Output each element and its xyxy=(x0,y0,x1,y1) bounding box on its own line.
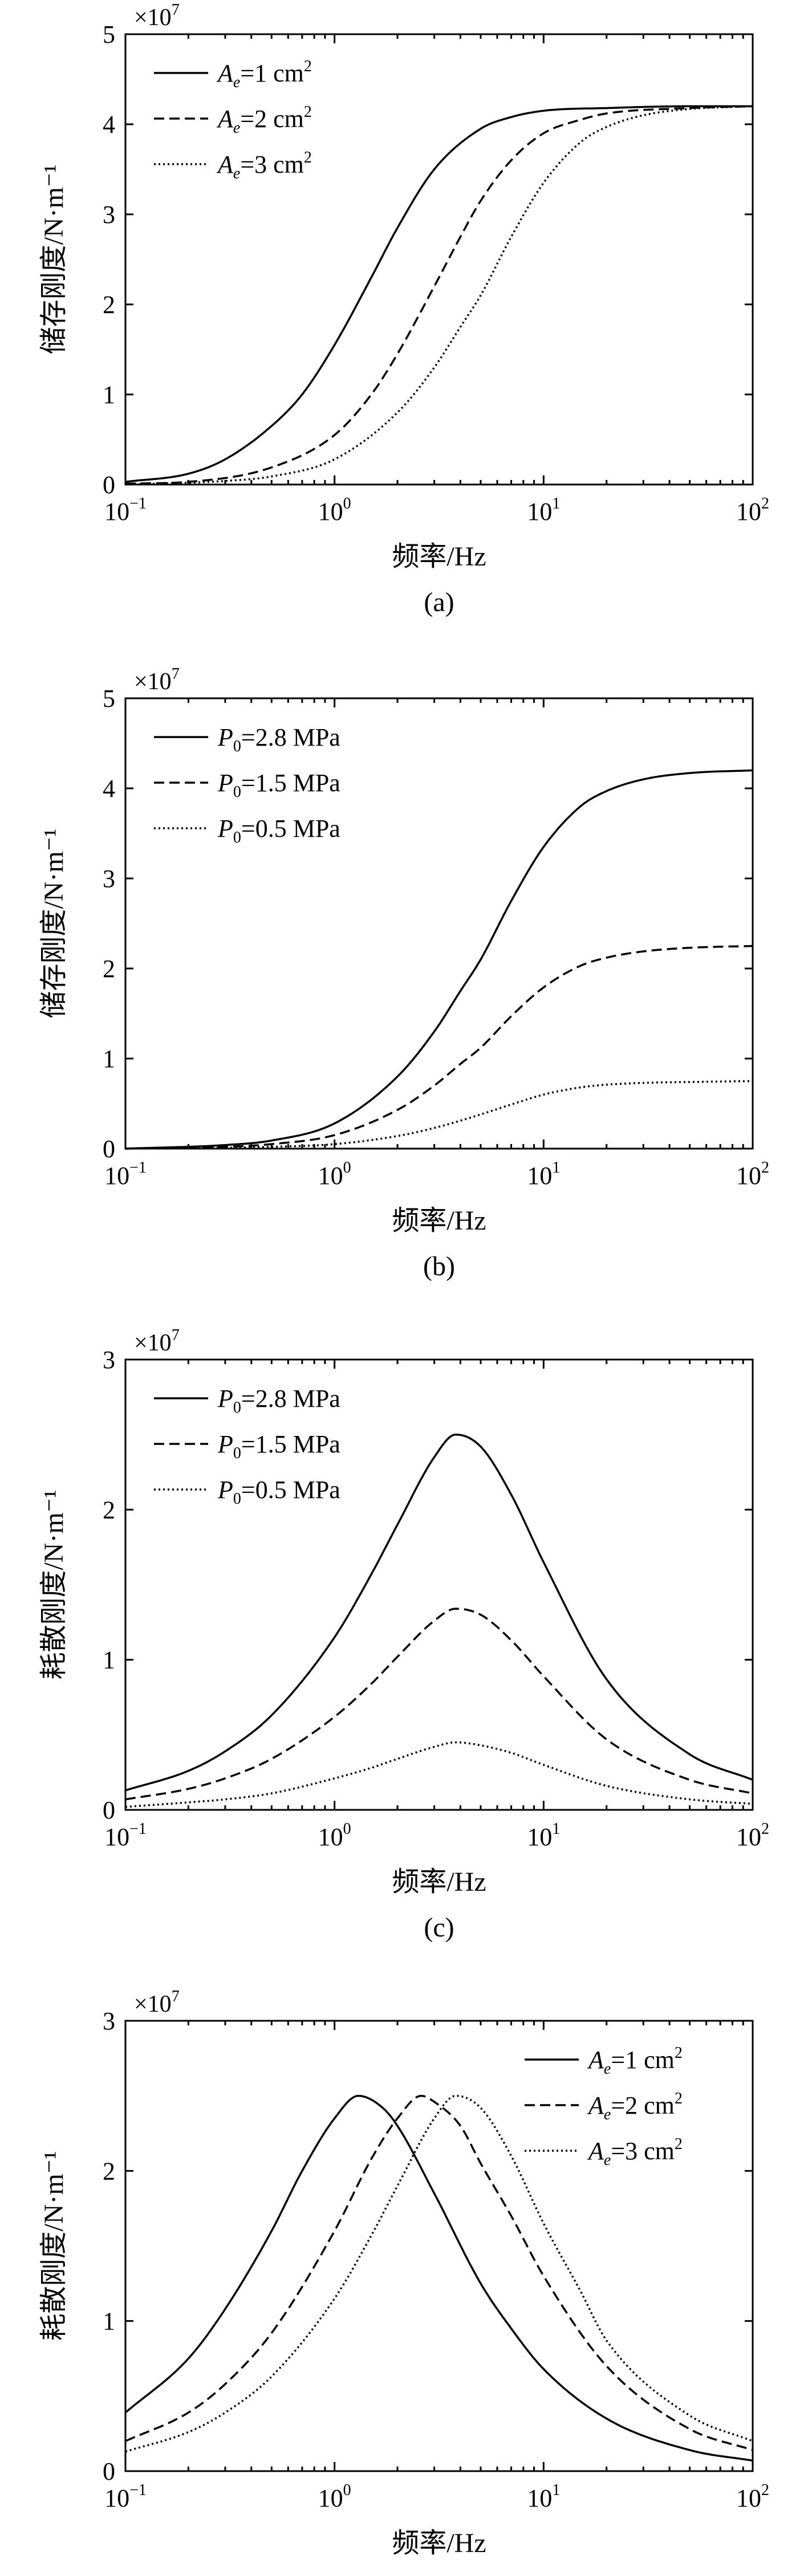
x-tick-label: 102 xyxy=(736,2481,769,2512)
series-line-1 xyxy=(125,769,753,1150)
series-line-1 xyxy=(124,2094,753,2462)
legend-label: P0=1.5 MPa xyxy=(217,769,340,801)
y-multiplier: ×107 xyxy=(134,1,180,31)
x-tick-label: 100 xyxy=(318,2481,351,2512)
chart-d: 0 1 2 3 10−1 100 101 102 ×107 频率/Hz 耗散刚度/N·m⁻¹ (d) A… xyxy=(39,1988,769,2576)
plot-frame xyxy=(124,2020,754,2472)
y-tick-label: 2 xyxy=(103,291,115,319)
series-line-3 xyxy=(125,2094,753,2453)
y-axis-label: 耗散刚度/N·m⁻¹ xyxy=(39,1490,69,1679)
y-tick-label: 0 xyxy=(103,2457,115,2485)
x-tick-label: 102 xyxy=(736,1159,769,1190)
legend-label: Ae=3 cm2 xyxy=(216,149,312,182)
y-tick-label: 0 xyxy=(103,1796,115,1824)
y-tick-label: 3 xyxy=(103,201,115,229)
x-axis-label: 频率/Hz xyxy=(392,2528,486,2558)
chart-b: 0 1 2 3 4 5 10−1 100 101 102 ×107 频率/Hz 储存刚度/N·m⁻¹ (b… xyxy=(39,665,769,1281)
legend-label: Ae=2 cm2 xyxy=(587,2090,683,2123)
legend-label: P0=2.8 MPa xyxy=(217,1385,340,1417)
series-line-2 xyxy=(125,105,753,485)
x-tick-label: 101 xyxy=(527,495,560,526)
x-tick-label: 102 xyxy=(736,495,769,526)
x-axis-label: 频率/Hz xyxy=(392,1867,486,1897)
series-line-3 xyxy=(125,1080,753,1150)
series-line-1 xyxy=(125,1433,753,1792)
x-axis-label: 频率/Hz xyxy=(392,1206,486,1236)
x-tick-label: 101 xyxy=(527,2481,560,2512)
x-tick-label: 102 xyxy=(736,1820,769,1851)
y-tick-label: 0 xyxy=(103,471,115,499)
legend-label: P0=0.5 MPa xyxy=(217,815,340,847)
legend-label: Ae=3 cm2 xyxy=(587,2135,683,2169)
y-tick-label: 5 xyxy=(103,685,115,713)
series-line-2 xyxy=(125,1608,753,1801)
x-tick-label: 10−1 xyxy=(104,2481,147,2512)
figure-caption: (a) xyxy=(424,587,454,617)
figure-caption: (c) xyxy=(424,1912,454,1943)
y-tick-label: 2 xyxy=(103,1496,115,1524)
series-line-3 xyxy=(125,1741,753,1808)
x-tick-label: 100 xyxy=(318,1820,351,1851)
legend-label: P0=2.8 MPa xyxy=(217,723,340,755)
chart-a: 0 1 2 3 4 5 10−1 100 101 102 ×107 频率/Hz 储存刚度/N·m⁻¹ (a… xyxy=(39,1,769,617)
y-tick-label: 2 xyxy=(103,2157,115,2185)
figure-caption: (b) xyxy=(423,1251,455,1281)
y-tick-label: 1 xyxy=(103,381,115,409)
x-tick-label: 101 xyxy=(527,1820,560,1851)
x-tick-label: 10−1 xyxy=(104,1159,147,1190)
x-tick-label: 101 xyxy=(527,1159,560,1190)
legend-label: Ae=1 cm2 xyxy=(216,58,312,91)
chart-c: 0 1 2 3 10−1 100 101 102 ×107 频率/Hz 耗散刚度/N·m⁻¹ (c) P… xyxy=(39,1326,769,1943)
y-tick-label: 1 xyxy=(103,1646,115,1674)
plot-frame xyxy=(124,697,754,1150)
x-axis-label: 频率/Hz xyxy=(392,542,486,572)
x-tick-label: 10−1 xyxy=(104,1820,147,1851)
y-tick-label: 3 xyxy=(103,2007,115,2035)
y-tick-label: 3 xyxy=(103,865,115,893)
y-tick-label: 4 xyxy=(103,111,115,139)
legend-label: Ae=1 cm2 xyxy=(587,2044,683,2078)
y-tick-label: 1 xyxy=(103,1045,115,1073)
y-axis-label: 储存刚度/N·m⁻¹ xyxy=(39,828,69,1018)
x-tick-label: 100 xyxy=(318,1159,351,1190)
figure-caption: (d) xyxy=(423,2574,455,2576)
series-line-1 xyxy=(125,105,753,483)
y-multiplier: ×107 xyxy=(134,1326,180,1356)
series-line-2 xyxy=(125,2094,753,2451)
y-tick-label: 1 xyxy=(103,2308,115,2335)
legend-label: Ae=2 cm2 xyxy=(216,103,312,137)
series-line-3 xyxy=(125,105,753,486)
plot-frame xyxy=(124,33,754,486)
plot-frame xyxy=(124,1358,754,1811)
y-tick-label: 3 xyxy=(103,1346,115,1374)
legend-label: P0=1.5 MPa xyxy=(217,1430,340,1462)
x-tick-label: 100 xyxy=(318,495,351,526)
y-tick-label: 5 xyxy=(103,21,115,48)
x-tick-label: 10−1 xyxy=(104,495,147,526)
y-axis-label: 耗散刚度/N·m⁻¹ xyxy=(39,2151,69,2341)
y-tick-label: 4 xyxy=(103,775,115,803)
y-tick-label: 0 xyxy=(103,1135,115,1163)
y-multiplier: ×107 xyxy=(134,1988,180,2017)
legend-label: P0=0.5 MPa xyxy=(217,1476,340,1508)
y-tick-label: 2 xyxy=(103,955,115,983)
y-axis-label: 储存刚度/N·m⁻¹ xyxy=(39,164,69,354)
series-line-2 xyxy=(125,945,753,1150)
y-multiplier: ×107 xyxy=(134,665,180,695)
